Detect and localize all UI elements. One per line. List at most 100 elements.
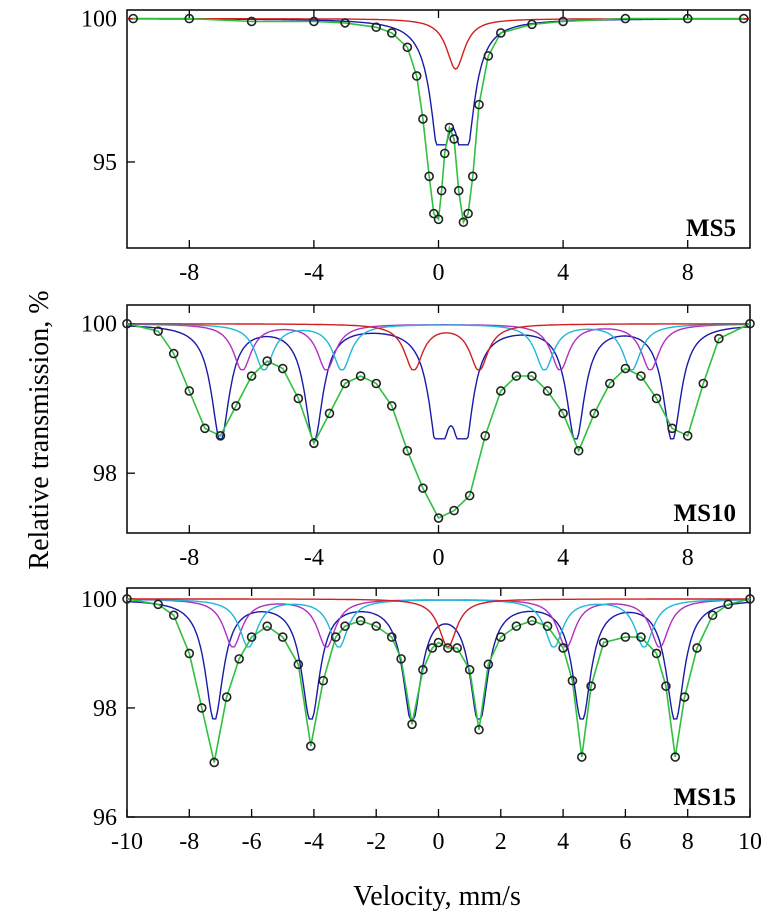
x-tick-label: -2: [366, 829, 386, 855]
data-point: [309, 438, 319, 449]
data-point: [427, 643, 438, 653]
data-point: [651, 648, 662, 659]
data-point: [698, 378, 709, 389]
subspectrum-line: [127, 18, 750, 70]
x-axis-label: Velocity, mm/s: [353, 881, 521, 912]
fit-envelope-line: [127, 598, 750, 763]
data-point: [277, 363, 288, 374]
data-point: [418, 483, 428, 493]
data-point: [661, 681, 671, 691]
data-point: [605, 378, 615, 389]
data-point: [449, 505, 459, 516]
y-tick-label: 100: [81, 7, 117, 33]
data-point: [636, 632, 646, 642]
x-tick-label: -4: [304, 829, 324, 855]
data-point: [467, 171, 478, 182]
data-point: [153, 326, 163, 336]
data-point: [340, 621, 350, 631]
data-point: [620, 632, 631, 642]
y-tick-label: 98: [93, 461, 117, 487]
data-point: [651, 393, 662, 404]
data-point: [636, 371, 646, 381]
data-point: [355, 371, 366, 381]
data-point: [452, 643, 462, 653]
data-point: [411, 71, 422, 81]
data-point: [324, 408, 335, 419]
data-point: [433, 637, 444, 648]
x-tick-label: 4: [557, 545, 569, 571]
x-tick-label: -8: [179, 829, 199, 855]
data-point: [692, 643, 702, 653]
data-point: [184, 13, 195, 24]
data-point: [620, 363, 631, 374]
data-point: [386, 28, 397, 38]
data-point: [305, 741, 316, 751]
y-axis-label: Relative transmission, %: [24, 290, 55, 569]
panel-2: -8 -4 0 4 8 100 98 MS10: [81, 304, 755, 571]
data-point: [511, 371, 522, 381]
data-point: [682, 13, 693, 24]
data-point: [667, 423, 677, 434]
data-point: [527, 371, 537, 381]
data-point: [340, 18, 350, 28]
subspectrum-line: [127, 18, 750, 146]
data-point: [527, 19, 537, 30]
data-point: [542, 386, 553, 396]
data-point: [168, 610, 179, 621]
data-point: [433, 214, 444, 225]
data-point: [168, 348, 179, 359]
data-point: [355, 615, 366, 626]
data-point: [480, 431, 491, 441]
data-point: [309, 16, 319, 27]
data-point: [418, 664, 428, 675]
data-point: [738, 13, 749, 24]
y-tick-label: 96: [93, 805, 117, 831]
data-point: [439, 148, 450, 159]
x-tick-label: -4: [304, 260, 324, 286]
x-tick-label: 10: [738, 829, 762, 855]
x-tick-label: 4: [557, 260, 569, 286]
data-point: [495, 632, 506, 642]
data-point: [707, 610, 718, 621]
data-point: [679, 692, 690, 702]
data-point: [483, 51, 494, 61]
data-point: [402, 445, 413, 456]
data-point: [184, 648, 195, 659]
panel-3: -10 -8 -6 -4 -2 0 2 4 6 8 10 100 98 96 MS15: [81, 587, 762, 855]
data-point: [586, 681, 596, 691]
data-point: [231, 401, 241, 411]
x-tick-label: 8: [682, 829, 694, 855]
x-tick-label: 8: [682, 545, 694, 571]
subspectrum-line: [127, 323, 750, 371]
data-point: [444, 122, 455, 133]
panel-label: MS15: [674, 784, 737, 811]
data-point: [293, 393, 304, 404]
panel-label: MS10: [674, 500, 737, 527]
data-point: [527, 615, 537, 626]
data-point: [184, 386, 195, 396]
data-point: [745, 594, 755, 604]
data-point: [620, 13, 631, 24]
data-point: [558, 408, 568, 419]
data-point: [682, 431, 693, 441]
x-tick-label: -4: [304, 545, 324, 571]
data-point: [443, 643, 453, 653]
subspectrum-line: [127, 323, 750, 371]
plot-frame: [126, 587, 751, 818]
data-point: [122, 594, 132, 604]
data-point: [277, 632, 288, 642]
data-point: [246, 16, 257, 27]
fit-envelope-line: [133, 17, 744, 225]
data-point: [122, 318, 132, 329]
data-point: [453, 185, 464, 196]
data-point: [463, 208, 473, 219]
data-point: [371, 378, 382, 389]
x-tick-label: 8: [682, 260, 694, 286]
data-point: [458, 217, 469, 227]
y-tick-label: 100: [81, 587, 117, 613]
data-point: [558, 16, 568, 27]
data-point: [234, 654, 244, 664]
data-point: [429, 208, 439, 219]
plot-frame: [126, 304, 751, 534]
